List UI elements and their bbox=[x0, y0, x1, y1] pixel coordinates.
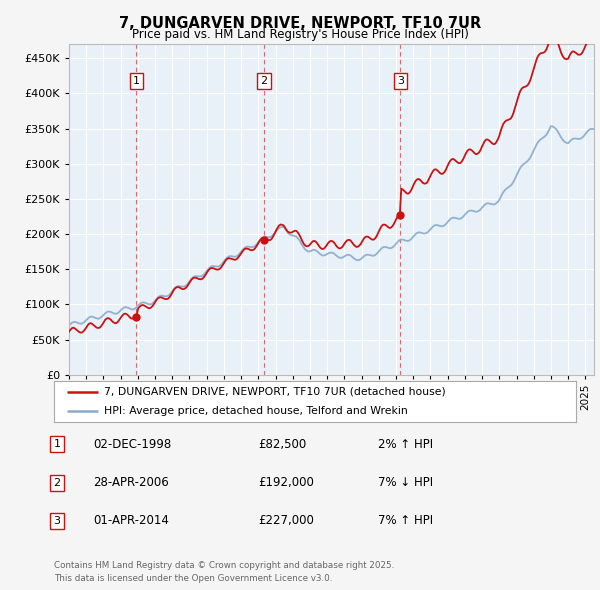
Text: Price paid vs. HM Land Registry's House Price Index (HPI): Price paid vs. HM Land Registry's House … bbox=[131, 28, 469, 41]
Text: HPI: Average price, detached house, Telford and Wrekin: HPI: Average price, detached house, Telf… bbox=[104, 406, 407, 416]
Text: 28-APR-2006: 28-APR-2006 bbox=[93, 476, 169, 489]
Text: 2: 2 bbox=[53, 478, 61, 487]
Text: 1: 1 bbox=[133, 76, 140, 86]
Text: £82,500: £82,500 bbox=[258, 438, 306, 451]
Text: 7, DUNGARVEN DRIVE, NEWPORT, TF10 7UR (detached house): 7, DUNGARVEN DRIVE, NEWPORT, TF10 7UR (d… bbox=[104, 386, 445, 396]
Text: 7% ↓ HPI: 7% ↓ HPI bbox=[378, 476, 433, 489]
Text: 01-APR-2014: 01-APR-2014 bbox=[93, 514, 169, 527]
Text: 2: 2 bbox=[260, 76, 268, 86]
Text: 2% ↑ HPI: 2% ↑ HPI bbox=[378, 438, 433, 451]
Text: 3: 3 bbox=[397, 76, 404, 86]
Text: £227,000: £227,000 bbox=[258, 514, 314, 527]
Text: 02-DEC-1998: 02-DEC-1998 bbox=[93, 438, 171, 451]
Text: 3: 3 bbox=[53, 516, 61, 526]
Text: £192,000: £192,000 bbox=[258, 476, 314, 489]
Text: 7% ↑ HPI: 7% ↑ HPI bbox=[378, 514, 433, 527]
Text: 1: 1 bbox=[53, 440, 61, 449]
Text: Contains HM Land Registry data © Crown copyright and database right 2025.
This d: Contains HM Land Registry data © Crown c… bbox=[54, 562, 394, 583]
Text: 7, DUNGARVEN DRIVE, NEWPORT, TF10 7UR: 7, DUNGARVEN DRIVE, NEWPORT, TF10 7UR bbox=[119, 16, 481, 31]
